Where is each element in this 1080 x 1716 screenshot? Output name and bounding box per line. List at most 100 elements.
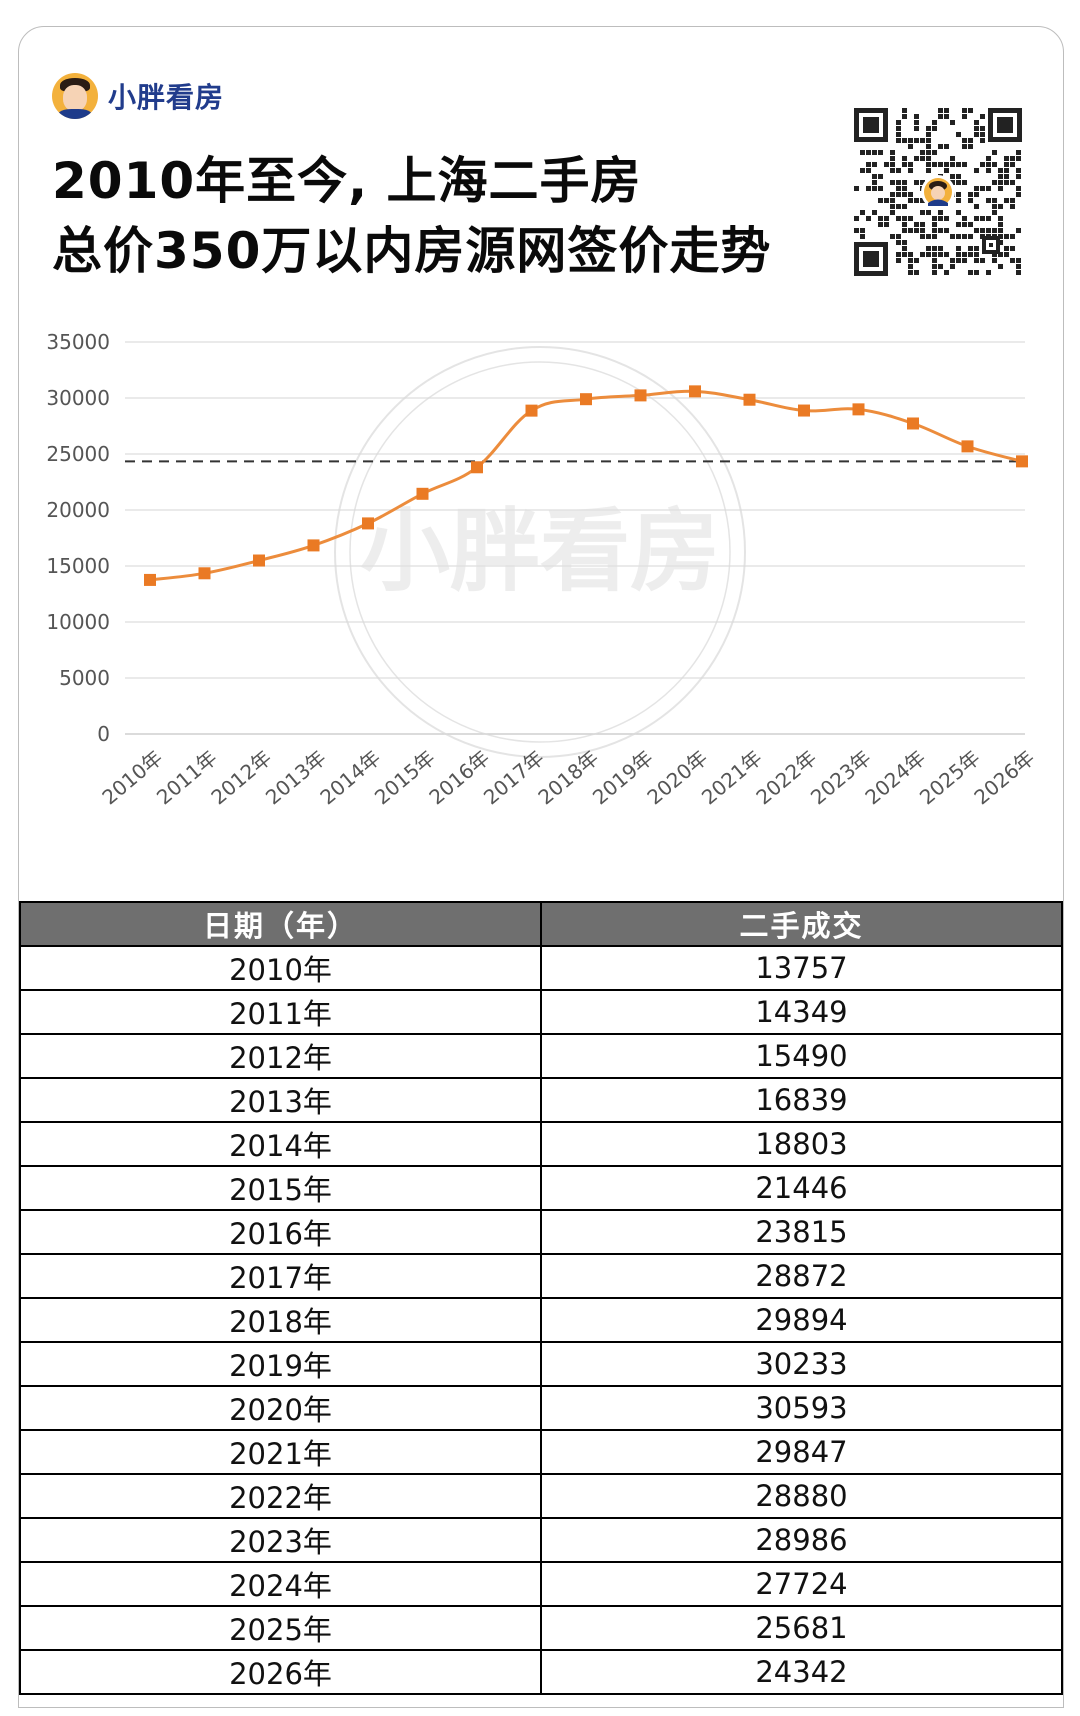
cell-value: 24342 bbox=[540, 1649, 1063, 1695]
cell-date: 2011年 bbox=[19, 989, 542, 1035]
x-tick-label: 2014年 bbox=[315, 745, 385, 809]
table-row: 2010年 13757 bbox=[19, 945, 1063, 991]
x-tick-label: 2016年 bbox=[424, 745, 494, 809]
avatar-icon bbox=[52, 73, 98, 119]
cell-date: 2023年 bbox=[19, 1517, 542, 1563]
cell-date: 2019年 bbox=[19, 1341, 542, 1387]
y-tick-label: 20000 bbox=[46, 498, 110, 522]
data-point bbox=[253, 554, 265, 567]
x-tick-label: 2022年 bbox=[751, 745, 821, 809]
x-tick-label: 2020年 bbox=[642, 745, 712, 809]
cell-value: 15490 bbox=[540, 1033, 1063, 1079]
table-row: 2023年 28986 bbox=[19, 1517, 1063, 1563]
x-tick-label: 2023年 bbox=[806, 745, 876, 809]
data-point bbox=[634, 389, 647, 402]
x-tick-label: 2024年 bbox=[860, 745, 930, 809]
page-title: 2010年至今, 上海二手房 总价350万以内房源网签价走势 bbox=[52, 146, 771, 286]
cell-value: 28986 bbox=[540, 1517, 1063, 1563]
cell-value: 14349 bbox=[540, 989, 1063, 1035]
y-tick-label: 25000 bbox=[46, 442, 110, 466]
data-point bbox=[961, 440, 974, 453]
data-point bbox=[416, 487, 429, 500]
cell-date: 2026年 bbox=[19, 1649, 542, 1695]
table-row: 2017年 28872 bbox=[19, 1253, 1063, 1299]
cell-value: 23815 bbox=[540, 1209, 1063, 1255]
cell-date: 2017年 bbox=[19, 1253, 542, 1299]
cell-value: 25681 bbox=[540, 1605, 1063, 1651]
data-table: 日期（年） 二手成交 2010年 13757 2011年 14349 2012年 1549… bbox=[19, 901, 1063, 1695]
table-row: 2015年 21446 bbox=[19, 1165, 1063, 1211]
title-line-2: 总价350万以内房源网签价走势 bbox=[52, 222, 772, 280]
table-row: 2026年 24342 bbox=[19, 1649, 1063, 1695]
data-point bbox=[198, 567, 211, 580]
data-point bbox=[798, 404, 810, 417]
table-row: 2012年 15490 bbox=[19, 1033, 1063, 1079]
x-tick-label: 2012年 bbox=[206, 745, 276, 809]
y-tick-label: 5000 bbox=[59, 666, 110, 690]
table-row: 2021年 29847 bbox=[19, 1429, 1063, 1475]
title-line-1: 2010年至今, 上海二手房 bbox=[52, 152, 642, 210]
cell-value: 28880 bbox=[540, 1473, 1063, 1519]
table-row: 2013年 16839 bbox=[19, 1077, 1063, 1123]
table-row: 2019年 30233 bbox=[19, 1341, 1063, 1387]
x-tick-label: 2015年 bbox=[370, 745, 440, 809]
cell-date: 2014年 bbox=[19, 1121, 542, 1167]
y-tick-label: 10000 bbox=[46, 610, 110, 634]
cell-value: 28872 bbox=[540, 1253, 1063, 1299]
qr-code-icon bbox=[852, 106, 1024, 278]
table-row: 2014年 18803 bbox=[19, 1121, 1063, 1167]
brand: 小胖看房 bbox=[52, 70, 224, 122]
data-point bbox=[1016, 455, 1028, 468]
table-row: 2011年 14349 bbox=[19, 989, 1063, 1035]
y-tick-label: 0 bbox=[97, 722, 110, 746]
data-point bbox=[144, 573, 156, 586]
cell-date: 2016年 bbox=[19, 1209, 542, 1255]
data-point bbox=[580, 393, 592, 406]
brand-name: 小胖看房 bbox=[108, 81, 225, 114]
x-tick-label: 2011年 bbox=[152, 745, 222, 809]
y-tick-label: 35000 bbox=[46, 330, 110, 354]
x-tick-label: 2026年 bbox=[969, 745, 1039, 809]
cell-date: 2012年 bbox=[19, 1033, 542, 1079]
y-tick-label: 15000 bbox=[46, 554, 110, 578]
data-point bbox=[852, 403, 865, 416]
table-row: 2018年 29894 bbox=[19, 1297, 1063, 1343]
data-point bbox=[907, 417, 919, 430]
cell-date: 2013年 bbox=[19, 1077, 542, 1123]
table-row: 2022年 28880 bbox=[19, 1473, 1063, 1519]
data-point bbox=[689, 385, 701, 398]
cell-date: 2010年 bbox=[19, 945, 542, 991]
cell-value: 27724 bbox=[540, 1561, 1063, 1607]
table-row: 2024年 27724 bbox=[19, 1561, 1063, 1607]
x-tick-label: 2013年 bbox=[261, 745, 331, 809]
x-tick-label: 2019年 bbox=[588, 745, 658, 809]
header-date: 日期（年） bbox=[19, 901, 542, 947]
y-tick-label: 30000 bbox=[46, 386, 110, 410]
watermark-text: 小胖看房 bbox=[360, 499, 720, 604]
data-point bbox=[471, 461, 483, 474]
cell-value: 13757 bbox=[540, 945, 1063, 991]
x-tick-label: 2010年 bbox=[97, 745, 167, 809]
cell-value: 29847 bbox=[540, 1429, 1063, 1475]
table-row: 2016年 23815 bbox=[19, 1209, 1063, 1255]
table-row: 2025年 25681 bbox=[19, 1605, 1063, 1651]
cell-value: 30593 bbox=[540, 1385, 1063, 1431]
header-value: 二手成交 bbox=[540, 901, 1063, 947]
x-tick-label: 2025年 bbox=[915, 745, 985, 809]
cell-date: 2020年 bbox=[19, 1385, 542, 1431]
data-point bbox=[307, 539, 320, 552]
cell-value: 18803 bbox=[540, 1121, 1063, 1167]
data-point bbox=[743, 393, 756, 406]
data-point bbox=[362, 517, 374, 530]
cell-date: 2025年 bbox=[19, 1605, 542, 1651]
cell-value: 30233 bbox=[540, 1341, 1063, 1387]
cell-value: 21446 bbox=[540, 1165, 1063, 1211]
data-point bbox=[525, 404, 538, 417]
table-row: 2020年 30593 bbox=[19, 1385, 1063, 1431]
line-chart: 0 5000 10000 15000 20000 25000 30000 35000 小胖看房… bbox=[46, 330, 1039, 809]
cell-value: 29894 bbox=[540, 1297, 1063, 1343]
cell-value: 16839 bbox=[540, 1077, 1063, 1123]
cell-date: 2018年 bbox=[19, 1297, 542, 1343]
watermark: 小胖看房 bbox=[334, 346, 746, 758]
cell-date: 2015年 bbox=[19, 1165, 542, 1211]
